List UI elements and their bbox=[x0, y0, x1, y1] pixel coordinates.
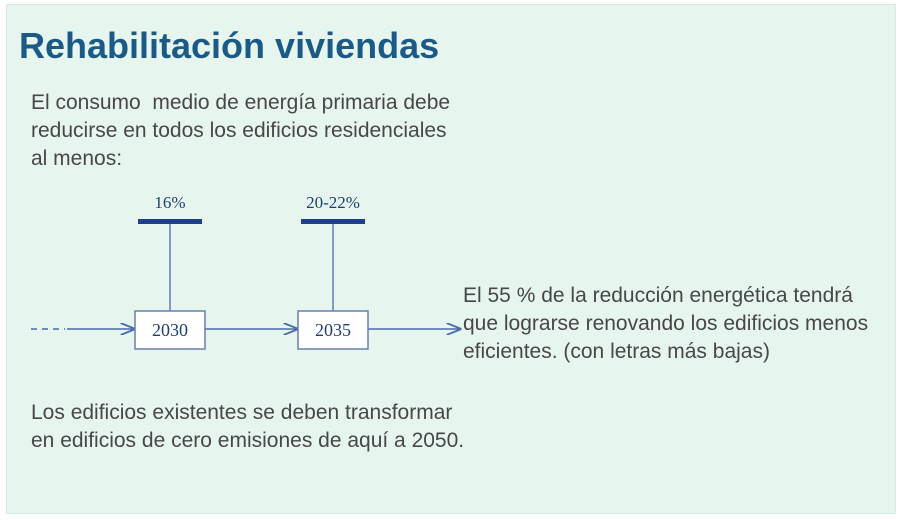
reduction-note: El 55 % de la reducción energética tendr… bbox=[463, 284, 869, 363]
milestone-2030: 16% 2030 bbox=[134, 193, 206, 350]
milestone-target-label: 16% bbox=[154, 193, 185, 212]
milestone-2035: 20-22% 2035 bbox=[297, 193, 369, 350]
milestone-year-label: 2030 bbox=[152, 320, 188, 340]
milestone-year-box bbox=[297, 310, 369, 350]
slide: Rehabilitación viviendas El consumo medi… bbox=[6, 4, 896, 514]
milestone-target-label: 20-22% bbox=[306, 193, 360, 212]
milestone-target-bar bbox=[301, 219, 365, 224]
milestone-year-box bbox=[134, 310, 206, 350]
intro-text: El consumo medio de energía primaria deb… bbox=[31, 91, 459, 170]
milestone-target-bar bbox=[138, 219, 202, 224]
slide-title: Rehabilitación viviendas bbox=[19, 25, 440, 66]
timeline-diagram: 16% 2030 20-22% 2035 bbox=[31, 193, 897, 350]
milestone-year-label: 2035 bbox=[315, 320, 351, 340]
zero-emissions-note: Los edificios existentes se deben transf… bbox=[31, 401, 465, 452]
